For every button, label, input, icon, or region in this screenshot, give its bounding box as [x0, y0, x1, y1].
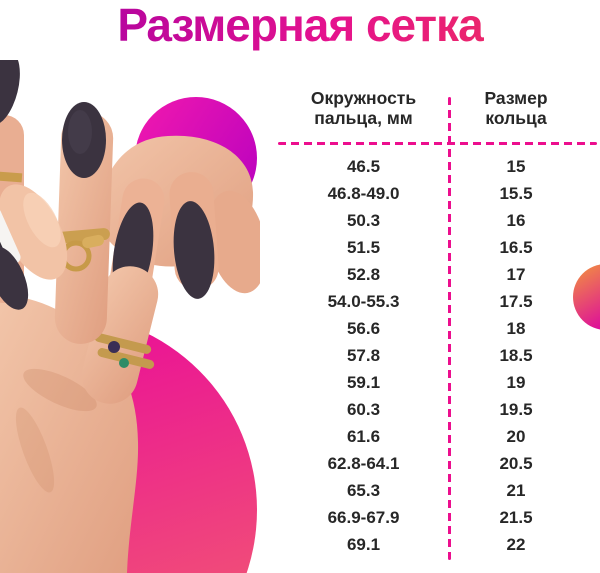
- circumference-cell: 69.1: [346, 534, 381, 554]
- ring-size-cell: 19.5: [499, 399, 533, 419]
- index-fingernail-highlight: [68, 110, 92, 154]
- table-row: 66.9-67.9 21.5: [278, 504, 597, 531]
- table-row: 59.1 19: [278, 369, 597, 396]
- ring-size-cell: 21.5: [499, 507, 533, 527]
- green-gemstone: [119, 358, 129, 368]
- ring-size-cell: 20: [506, 426, 526, 446]
- column-header-circumference-line1: Окружность: [310, 88, 417, 108]
- thumb-fingernail: [0, 246, 29, 310]
- corner-fingernail: [0, 60, 20, 126]
- table-row: 52.8 17: [278, 261, 597, 288]
- thumb-highlight: [23, 192, 61, 248]
- ring-size-cell: 16: [506, 210, 526, 230]
- index-finger: [54, 112, 114, 344]
- circumference-cell: 52.8: [346, 264, 381, 284]
- circumference-cell: 51.5: [346, 237, 381, 257]
- gold-ring-band-upper: [94, 333, 152, 354]
- charm-ring-clasp: [82, 234, 104, 249]
- vertical-dashed-divider: [448, 97, 451, 560]
- circumference-cell: 56.6: [346, 318, 381, 338]
- table-row: 69.1 22: [278, 531, 597, 558]
- dark-gemstone: [108, 341, 120, 353]
- circumference-cell: 60.3: [346, 399, 381, 419]
- table-body: 46.5 15 46.8-49.0 15.5 50.3 16 51.5 16.5…: [278, 153, 597, 558]
- circumference-cell: 46.5: [346, 156, 381, 176]
- table-row: 46.5 15: [278, 153, 597, 180]
- circumference-cell: 66.9-67.9: [327, 507, 400, 527]
- ring-size-cell: 15.5: [499, 183, 533, 203]
- ring-size-cell: 18: [506, 318, 526, 338]
- ring-size-cell: 21: [506, 480, 526, 500]
- thumb-ring-white-band: [0, 207, 21, 264]
- table-row: 51.5 16.5: [278, 234, 597, 261]
- vein-shading: [15, 407, 55, 493]
- circumference-cell: 54.0-55.3: [327, 291, 400, 311]
- ring-fingernail: [173, 201, 215, 299]
- ring-size-cell: 18.5: [499, 345, 533, 365]
- circumference-cell: 61.6: [346, 426, 381, 446]
- table-row: 65.3 21: [278, 477, 597, 504]
- table-row: 60.3 19.5: [278, 396, 597, 423]
- table-row: 61.6 20: [278, 423, 597, 450]
- table-header-row: Окружность пальца, мм Размер кольца: [278, 88, 597, 128]
- hand: [0, 60, 260, 573]
- knuckle-shading: [23, 368, 97, 412]
- circumference-cell: 46.8-49.0: [327, 183, 400, 203]
- ring-size-cell: 15: [506, 156, 526, 176]
- column-header-ring-size: Размер кольца: [449, 88, 583, 128]
- ring-size-table: Окружность пальца, мм Размер кольца 46.5…: [278, 88, 597, 560]
- table-row: 46.8-49.0 15.5: [278, 180, 597, 207]
- ring-size-cell: 16.5: [499, 237, 533, 257]
- circumference-cell: 50.3: [346, 210, 381, 230]
- pinky-side-skin: [207, 190, 260, 294]
- column-header-circumference-line2: пальца, мм: [314, 108, 413, 128]
- circumference-cell: 65.3: [346, 480, 381, 500]
- ring-size-cell: 20.5: [499, 453, 533, 473]
- circumference-cell: 57.8: [346, 345, 381, 365]
- table-row: 54.0-55.3 17.5: [278, 288, 597, 315]
- ring-size-cell: 22: [506, 534, 526, 554]
- ring-size-cell: 17: [506, 264, 526, 284]
- column-header-circumference: Окружность пальца, мм: [278, 88, 449, 128]
- ring-size-cell: 19: [506, 372, 526, 392]
- column-header-ring-size-line1: Размер: [484, 88, 548, 108]
- column-header-ring-size-line2: кольца: [485, 108, 547, 128]
- horizontal-dashed-divider: [278, 142, 597, 145]
- thin-gold-ring: [0, 170, 23, 183]
- circumference-cell: 62.8-64.1: [327, 453, 400, 473]
- circumference-cell: 59.1: [346, 372, 381, 392]
- table-row: 57.8 18.5: [278, 342, 597, 369]
- table-row: 62.8-64.1 20.5: [278, 450, 597, 477]
- ring-size-cell: 17.5: [499, 291, 533, 311]
- table-row: 56.6 18: [278, 315, 597, 342]
- table-row: 50.3 16: [278, 207, 597, 234]
- page-title: Размерная сетка: [0, 0, 600, 52]
- hand-photo: [0, 60, 260, 573]
